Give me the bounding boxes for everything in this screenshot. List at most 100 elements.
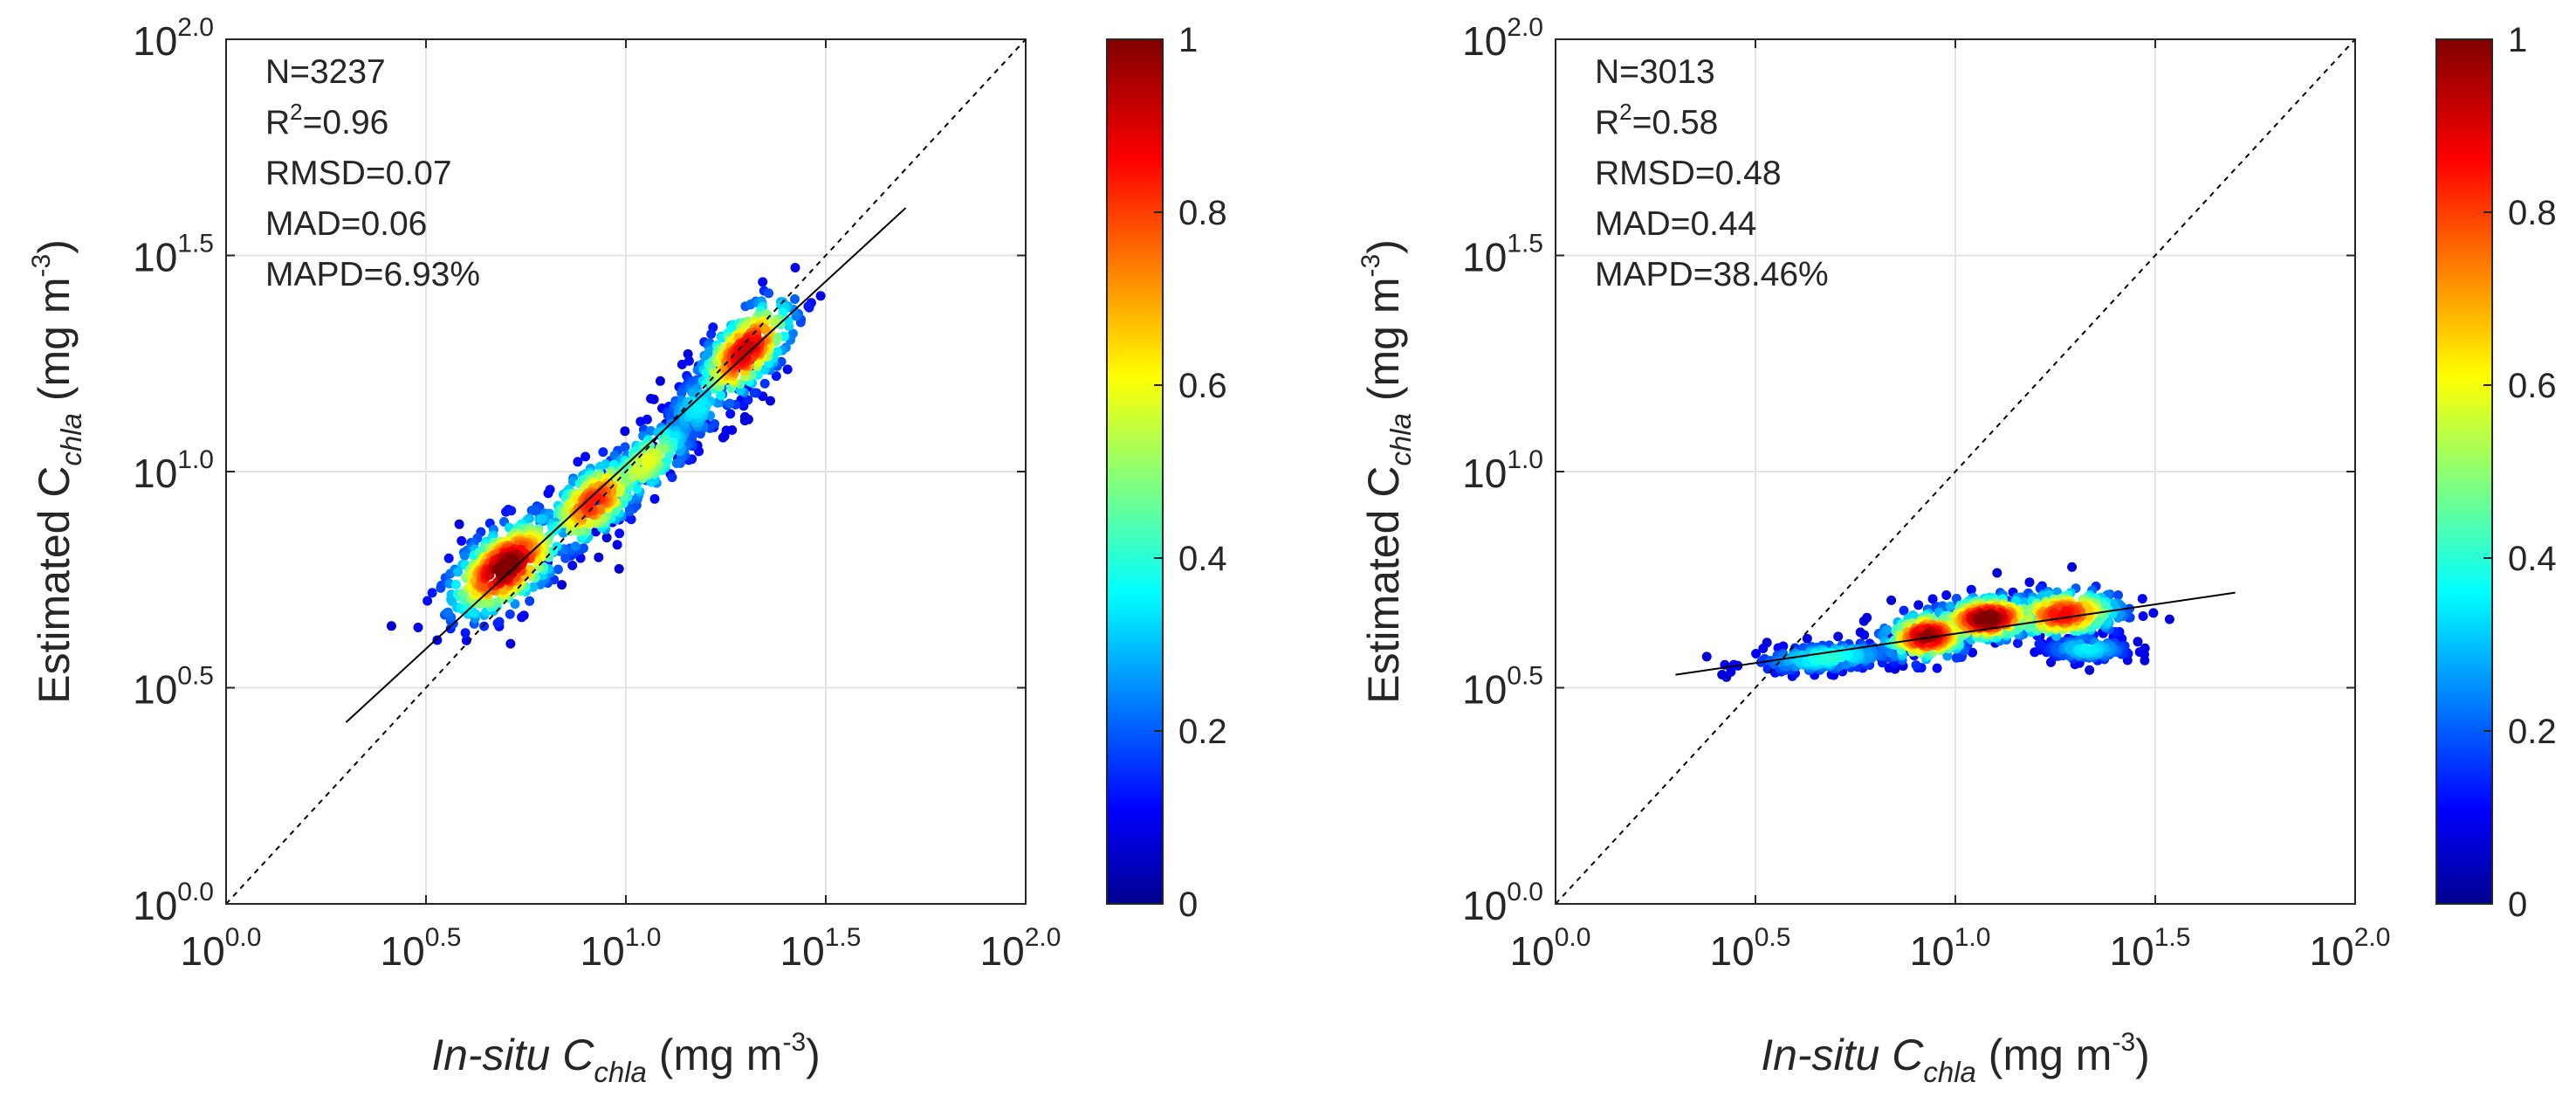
scatter-point: [745, 300, 756, 310]
scatter-point: [598, 447, 608, 458]
left-stat-line: RMSD=0.07: [265, 155, 452, 192]
left-y-tick-label: 102.0: [133, 13, 214, 64]
right-y-tick-label: 100.0: [1462, 878, 1543, 928]
left-colorbar-tick-label: 0.2: [1178, 713, 1227, 751]
scatter-point: [2148, 608, 2159, 618]
scatter-point: [615, 482, 625, 493]
left-stats-box: N=3237 R2=0.96 RMSD=0.07 MAD=0.06 MAPD=6.93%: [265, 53, 480, 293]
left-x-tick-label: 100.0: [181, 923, 262, 974]
scatter-point: [725, 398, 735, 409]
scatter-point: [683, 355, 694, 366]
scatter-point: [2137, 594, 2147, 604]
scatter-point: [427, 588, 437, 598]
right-stats-box: N=3013 R2=0.58 RMSD=0.48 MAD=0.44 MAPD=38.46…: [1595, 53, 1829, 293]
right-scatter-points: [1701, 562, 2174, 682]
scatter-point: [594, 552, 604, 562]
scatter-point: [1927, 594, 1938, 604]
scatter-point: [769, 317, 780, 327]
scatter-point: [1932, 663, 1942, 673]
scatter-point: [505, 638, 516, 649]
scatter-point: [443, 607, 453, 617]
scatter-point: [450, 579, 461, 589]
scatter-point: [2088, 644, 2099, 654]
right-y-tick-label: 100.5: [1462, 662, 1543, 713]
scatter-point: [573, 457, 583, 467]
left-colorbar-tick-label: 0.4: [1178, 540, 1227, 578]
right-colorbar-tick-label: 1: [2508, 21, 2527, 59]
scatter-point: [1966, 584, 1976, 595]
scatter-point: [704, 346, 715, 356]
right-fit-line: [1675, 591, 2236, 676]
scatter-point: [1899, 605, 1909, 616]
scatter-point: [459, 550, 470, 561]
right-x-tick-label: 100.0: [1510, 923, 1591, 974]
right-x-tick-label: 101.5: [2110, 923, 2191, 974]
scatter-point: [790, 294, 800, 304]
scatter-point: [803, 301, 814, 312]
scatter-point: [594, 461, 605, 472]
scatter-point: [1701, 651, 1712, 662]
scatter-point: [1858, 616, 1869, 626]
right-x-tick-label: 102.0: [2310, 923, 2391, 974]
scatter-point: [2024, 577, 2035, 588]
scatter-point: [1882, 624, 1893, 635]
scatter-point: [771, 371, 781, 382]
scatter-point: [510, 599, 520, 610]
scatter-point: [626, 514, 636, 525]
left-colorbar-tick-label: 0: [1178, 886, 1198, 924]
left-y-tick-label: 100.0: [133, 878, 214, 928]
scatter-point: [615, 528, 625, 539]
scatter-point: [1717, 670, 1728, 679]
right-colorbar-tick-label: 0.6: [2508, 367, 2557, 405]
left-x-tick-label: 101.5: [780, 923, 862, 974]
scatter-point: [624, 507, 635, 516]
scatter-point: [2113, 590, 2123, 600]
left-colorbar-tick-label: 1: [1178, 21, 1198, 59]
left-fit-line: [345, 207, 907, 723]
left-x-tick-label: 100.5: [381, 923, 462, 974]
scatter-point: [2081, 644, 2091, 654]
scatter-point: [749, 388, 759, 398]
scatter-point: [760, 325, 771, 335]
scatter-point: [782, 364, 793, 375]
scatter-point: [1942, 651, 1953, 661]
right-one-to-one-line: [1555, 38, 2356, 905]
scatter-point: [505, 609, 515, 619]
left-y-tick-label: 101.5: [133, 230, 214, 280]
scatter-point: [646, 425, 656, 436]
scatter-point: [536, 514, 546, 525]
right-colorbar-tick-label: 0.4: [2508, 540, 2557, 578]
scatter-point: [2133, 637, 2143, 647]
scatter-point: [620, 442, 630, 452]
scatter-point: [614, 563, 624, 574]
scatter-point: [1941, 590, 1952, 600]
left-stat-line: MAD=0.06: [265, 205, 427, 243]
scatter-point: [677, 388, 687, 398]
left-colorbar-gradient: [1106, 38, 1164, 905]
left-stat-line: R2=0.96: [265, 99, 388, 141]
scatter-point: [702, 389, 712, 399]
scatter-point: [687, 431, 697, 441]
scatter-point: [612, 540, 622, 550]
scatter-point: [1726, 666, 1736, 677]
scatter-point: [1758, 644, 1769, 653]
scatter-point: [436, 582, 446, 593]
scatter-point: [790, 263, 800, 272]
scatter-point: [454, 519, 464, 529]
scatter-point: [422, 596, 433, 606]
scatter-point: [1864, 650, 1874, 659]
scatter-point: [706, 329, 717, 339]
scatter-point: [649, 394, 659, 404]
scatter-point: [1982, 613, 1993, 624]
scatter-point: [637, 465, 648, 476]
scatter-point: [580, 451, 591, 462]
left-scatter-points: [386, 263, 826, 649]
left-x-tick-label: 101.0: [580, 923, 662, 974]
right-y-axis-title: Estimated Cchla (mg m-3): [1357, 239, 1417, 704]
right-x-tick-label: 101.0: [1910, 923, 1991, 974]
scatter-point: [506, 506, 517, 516]
scatter-point: [632, 484, 642, 494]
